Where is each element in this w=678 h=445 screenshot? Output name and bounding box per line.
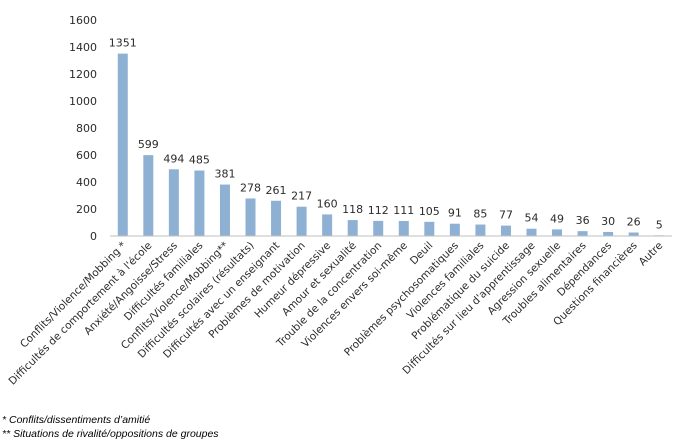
data-label: 261 <box>266 184 287 197</box>
x-axis-labels-group: Conflits/Violence/Mobbing *Difficultés d… <box>7 240 666 388</box>
bar <box>577 231 588 236</box>
bar <box>245 198 256 236</box>
data-label: 381 <box>214 168 235 181</box>
data-label: 485 <box>189 154 210 167</box>
data-label: 54 <box>525 212 539 225</box>
y-tick-label: 1000 <box>69 95 97 108</box>
y-tick-label: 800 <box>76 122 97 135</box>
x-tick-label: Autre <box>637 240 666 269</box>
data-label: 30 <box>601 215 615 228</box>
bar <box>322 214 333 236</box>
bar <box>168 169 179 236</box>
y-tick-label: 200 <box>76 203 97 216</box>
bar <box>398 221 409 236</box>
bar <box>603 231 614 236</box>
y-tick-label: 600 <box>76 149 97 162</box>
bar <box>373 220 384 236</box>
bar <box>117 53 128 236</box>
footnote-2: ** Situations de rivalité/oppositions de… <box>2 428 219 440</box>
bar <box>500 225 511 236</box>
y-tick-label: 0 <box>90 230 97 243</box>
data-label: 49 <box>550 212 564 225</box>
data-label: 217 <box>291 190 312 203</box>
y-tick-label: 1200 <box>69 68 97 81</box>
bar <box>271 200 282 236</box>
bar <box>219 184 230 236</box>
data-label: 160 <box>317 197 338 210</box>
data-label: 278 <box>240 181 261 194</box>
data-label: 77 <box>499 209 513 222</box>
y-tick-label: 1600 <box>69 14 97 27</box>
data-label: 85 <box>473 208 487 221</box>
y-axis: 0 200 400 600 800 1000 1200 1400 1600 <box>69 14 97 243</box>
bar <box>143 155 154 236</box>
data-label: 112 <box>368 204 389 217</box>
footnote-1: * Conflits/dissentiments d’amitié <box>2 414 151 426</box>
bar <box>449 223 460 236</box>
bar <box>424 221 435 236</box>
bar <box>347 220 358 236</box>
bar <box>526 228 537 236</box>
data-label: 111 <box>393 204 414 217</box>
bar <box>552 229 563 236</box>
y-tick-label: 1400 <box>69 41 97 54</box>
bar <box>475 224 486 236</box>
bar <box>628 232 639 236</box>
bar <box>194 170 205 236</box>
bar <box>296 206 307 236</box>
data-label: 105 <box>419 205 440 218</box>
data-label: 26 <box>627 215 641 228</box>
data-label: 5 <box>656 218 663 231</box>
data-label: 36 <box>576 214 590 227</box>
data-label: 118 <box>342 203 363 216</box>
value-labels-group: 1351 599 494 485 381 278 261 217 160 118 112 111 105… <box>109 37 663 232</box>
data-label: 494 <box>163 152 184 165</box>
data-label: 1351 <box>109 37 137 50</box>
bars-group <box>117 53 665 236</box>
y-tick-label: 400 <box>76 176 97 189</box>
data-label: 599 <box>138 138 159 151</box>
x-tick-label: Conflits/Violence/Mobbing * <box>18 240 129 351</box>
footnotes: * Conflits/dissentiments d’amitié ** Sit… <box>2 413 672 441</box>
data-label: 91 <box>448 207 462 220</box>
